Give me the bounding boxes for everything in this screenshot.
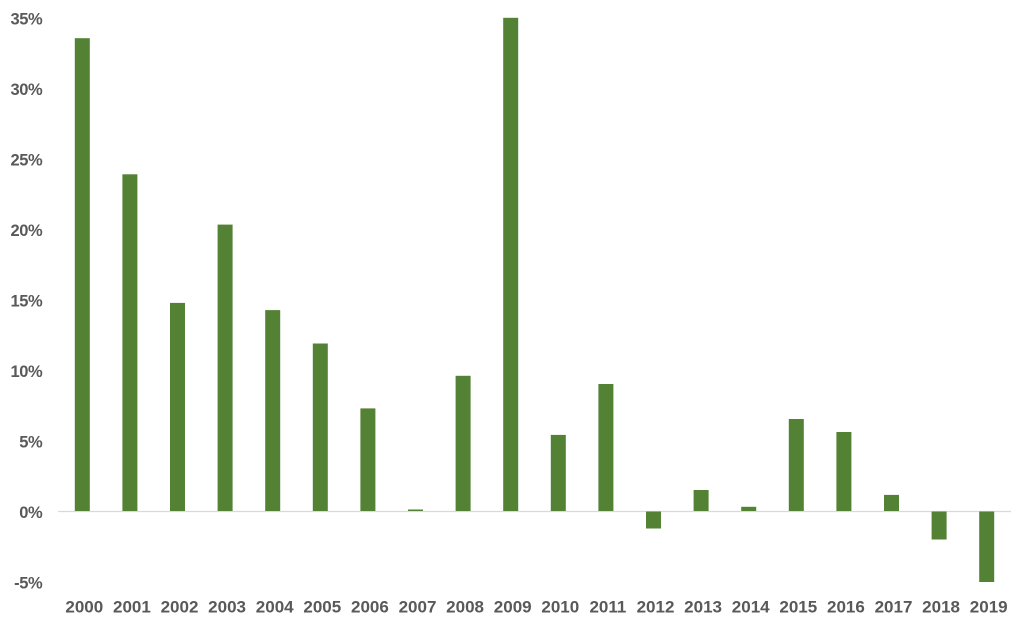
svg-text:2004: 2004: [256, 597, 294, 616]
svg-text:2005: 2005: [303, 597, 341, 616]
svg-text:2018: 2018: [922, 597, 960, 616]
svg-text:2019: 2019: [970, 597, 1008, 616]
svg-text:2000: 2000: [65, 597, 103, 616]
svg-text:2002: 2002: [161, 597, 199, 616]
svg-text:2006: 2006: [351, 597, 389, 616]
svg-text:2011: 2011: [589, 597, 626, 616]
svg-text:20%: 20%: [10, 222, 43, 240]
svg-text:2003: 2003: [208, 597, 246, 616]
svg-text:5%: 5%: [19, 433, 43, 451]
svg-text:2016: 2016: [827, 597, 865, 616]
svg-text:2008: 2008: [446, 597, 484, 616]
svg-text:2014: 2014: [732, 597, 770, 616]
svg-text:10%: 10%: [10, 363, 43, 381]
svg-text:2007: 2007: [399, 597, 437, 616]
svg-text:0%: 0%: [19, 504, 43, 522]
svg-text:25%: 25%: [10, 151, 43, 169]
svg-text:2009: 2009: [494, 597, 532, 616]
svg-text:2010: 2010: [541, 597, 579, 616]
svg-text:2017: 2017: [875, 597, 913, 616]
svg-text:-5%: -5%: [14, 574, 43, 592]
svg-text:2001: 2001: [113, 597, 151, 616]
svg-text:15%: 15%: [10, 292, 43, 310]
svg-text:2012: 2012: [637, 597, 675, 616]
svg-text:35%: 35%: [10, 10, 43, 28]
svg-text:30%: 30%: [10, 81, 43, 99]
svg-text:2015: 2015: [779, 597, 817, 616]
svg-text:2013: 2013: [684, 597, 722, 616]
